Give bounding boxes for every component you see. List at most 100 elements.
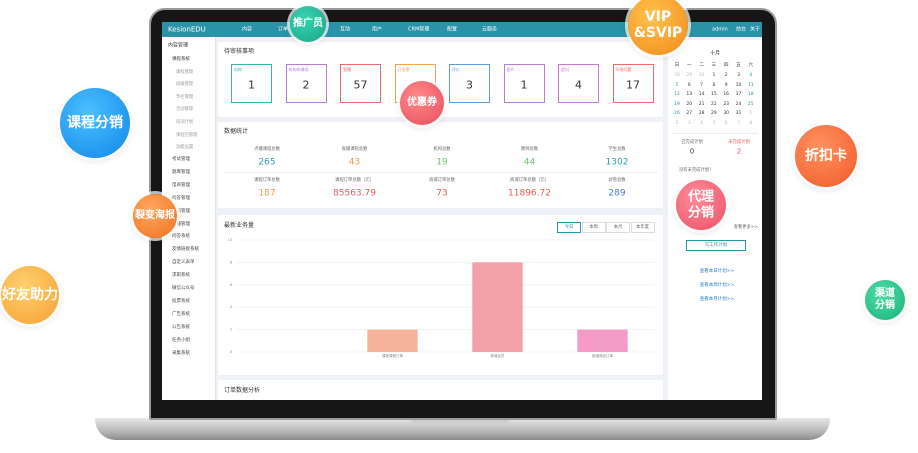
badge[interactable] [290, 6, 326, 42]
plan-link[interactable]: 查看本周计划>> [699, 282, 735, 288]
calendar-day[interactable]: 6 [687, 82, 691, 88]
calendar-day[interactable]: 28 [698, 111, 705, 117]
top-link[interactable]: 关于 [750, 26, 761, 32]
calendar-day[interactable]: 8 [749, 120, 753, 126]
sidebar-item[interactable]: 资讯管理 [172, 208, 190, 214]
tab-label[interactable]: 本月 [613, 224, 623, 230]
sidebar-item[interactable]: 广告系统 [172, 311, 190, 317]
calendar-day[interactable]: 18 [747, 91, 754, 97]
badge-label[interactable]: 推广员 [293, 18, 323, 29]
calendar-day[interactable]: 29 [711, 111, 717, 117]
calendar-day[interactable]: 8 [712, 82, 716, 88]
nav-item[interactable]: 配置 [447, 26, 458, 32]
sidebar-subitem[interactable]: 功能设置 [176, 144, 194, 150]
sidebar-subitem[interactable]: 活动管理 [176, 107, 194, 113]
calendar-day[interactable]: 16 [723, 91, 730, 97]
calendar-day[interactable]: 7 [700, 82, 704, 88]
calendar-day[interactable]: 20 [686, 101, 693, 107]
sidebar-item[interactable]: 求职系统 [172, 272, 190, 278]
calendar-day[interactable]: 25 [747, 101, 754, 107]
calendar-day[interactable]: 31 [735, 111, 742, 117]
top-link[interactable]: 前台 [736, 26, 747, 32]
badge[interactable] [400, 81, 444, 125]
sidebar-item[interactable]: 友情链接系统 [172, 247, 199, 253]
tab-label[interactable]: 本年度 [636, 224, 649, 230]
badge[interactable] [60, 88, 130, 158]
plan-link[interactable]: 查看本日计划>> [699, 268, 735, 274]
calendar-day[interactable]: 1 [749, 111, 753, 117]
nav-item[interactable]: 云服务 [482, 26, 498, 32]
sidebar-item[interactable]: 考试管理 [172, 156, 190, 162]
calendar-day[interactable]: 3 [737, 72, 740, 78]
sidebar-item[interactable]: 公告系统 [172, 324, 190, 330]
sidebar-item[interactable]: 问答管理 [172, 195, 190, 201]
badge-label[interactable]: 折扣卡 [805, 148, 847, 164]
badge-label[interactable]: 好友助力 [2, 287, 58, 303]
nav-item[interactable]: 订单 [278, 26, 289, 32]
badge-label[interactable]: 渠道 [875, 288, 895, 299]
badge[interactable] [1, 266, 59, 324]
calendar-day[interactable]: 19 [674, 101, 680, 107]
calendar-day[interactable]: 22 [711, 101, 717, 107]
badge[interactable] [133, 194, 177, 238]
calendar-day[interactable]: 30 [698, 72, 705, 78]
calendar-day[interactable]: 11 [747, 82, 754, 88]
calendar-day[interactable]: 5 [675, 82, 679, 88]
sidebar-item[interactable]: 投票系统 [172, 298, 190, 304]
badge[interactable] [676, 180, 726, 230]
calendar-day[interactable]: 7 [737, 120, 740, 126]
sidebar-item[interactable]: 微信公众号 [172, 285, 195, 291]
sidebar-subitem[interactable]: 课程管理 [176, 69, 194, 75]
more-link[interactable]: 查看更多>> [733, 224, 758, 230]
badge-label[interactable]: 课程分销 [67, 115, 123, 131]
calendar-day[interactable]: 5 [712, 120, 716, 126]
calendar-day[interactable]: 1 [712, 72, 716, 78]
sidebar-item[interactable]: 自定义表单 [172, 259, 195, 265]
calendar-day[interactable]: 27 [686, 111, 693, 117]
calendar-day[interactable]: 2 [724, 72, 728, 78]
sidebar-item[interactable]: 题库管理 [172, 169, 190, 175]
calendar-day[interactable]: 4 [700, 120, 704, 126]
badge-label[interactable]: 裂变海报 [135, 210, 175, 221]
badge-label[interactable]: &SVIP [633, 25, 683, 42]
nav-item[interactable]: 用户 [372, 26, 383, 32]
calendar-day[interactable]: 15 [711, 91, 717, 97]
badge[interactable] [865, 280, 905, 320]
calendar-day[interactable]: 23 [723, 101, 730, 107]
tab-label[interactable]: 本周 [589, 224, 598, 230]
sidebar-group[interactable]: 课程系统 [172, 56, 190, 62]
sidebar-item[interactable]: 问答系统 [172, 234, 190, 240]
tab[interactable] [630, 222, 655, 233]
calendar-day[interactable]: 12 [674, 91, 680, 97]
sidebar-subitem[interactable]: 专栏管理 [176, 94, 194, 100]
calendar-day[interactable]: 29 [686, 72, 693, 78]
tab[interactable] [606, 222, 630, 233]
badge-label[interactable]: 分销 [875, 300, 895, 311]
sidebar-subitem[interactable]: 培训计划 [176, 119, 194, 125]
badge-label[interactable]: 分销 [687, 205, 715, 221]
sidebar-item[interactable]: 直播管理 [172, 221, 190, 227]
badge-label[interactable]: VIP [644, 8, 672, 25]
calendar-day[interactable]: 9 [724, 82, 728, 88]
tab[interactable] [581, 222, 606, 233]
calendar-day[interactable]: 26 [674, 111, 680, 117]
plan-button-label[interactable]: 写工作计划 [704, 242, 728, 248]
tab[interactable] [557, 222, 581, 233]
calendar-day[interactable]: 14 [698, 91, 705, 97]
calendar-day[interactable]: 17 [735, 91, 742, 97]
sidebar-subitem[interactable]: 课程包管理 [176, 132, 198, 138]
tab-label[interactable]: 今日 [564, 224, 574, 230]
calendar-day[interactable]: 10 [735, 82, 742, 88]
plan-link[interactable]: 查看本月计划>> [699, 296, 735, 302]
badge-label[interactable]: 代理 [687, 189, 715, 205]
calendar-day[interactable]: 24 [735, 101, 742, 107]
sidebar-item[interactable]: 电商管理 [172, 182, 190, 188]
calendar-day[interactable]: 13 [686, 91, 693, 97]
calendar-day[interactable]: 28 [674, 72, 680, 78]
sidebar-item[interactable]: 采集系统 [172, 350, 190, 356]
plan-button[interactable] [686, 240, 746, 251]
calendar-day[interactable]: 4 [749, 72, 753, 78]
calendar-day[interactable]: 3 [687, 120, 691, 126]
calendar-day[interactable]: 2 [675, 120, 679, 126]
sidebar-subitem[interactable]: 班级管理 [176, 81, 194, 87]
